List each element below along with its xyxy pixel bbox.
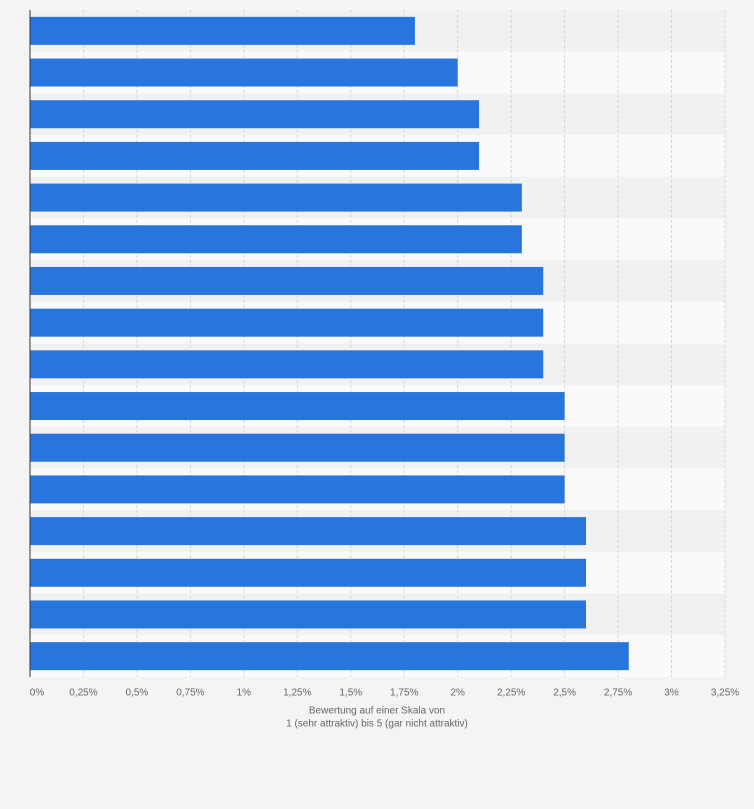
- bar: [30, 266, 544, 295]
- x-tick-label: 2,25%: [497, 688, 525, 699]
- bar: [30, 558, 586, 587]
- x-tick-label: 2,75%: [604, 688, 632, 699]
- bar: [30, 100, 480, 129]
- bar: [30, 475, 565, 504]
- x-tick-label: 0,5%: [126, 688, 149, 699]
- x-axis-title: Bewertung auf einer Skala von: [309, 706, 445, 717]
- bar: [30, 350, 544, 379]
- x-tick-label: 1,75%: [390, 688, 418, 699]
- x-tick-label: 1,25%: [283, 688, 311, 699]
- x-tick-label: 1%: [237, 688, 252, 699]
- x-tick-label: 2%: [450, 688, 465, 699]
- bar: [30, 225, 522, 254]
- bar: [30, 16, 415, 45]
- bar: [30, 392, 565, 421]
- x-tick-label: 1,5%: [339, 688, 362, 699]
- x-tick-label: 3%: [664, 688, 679, 699]
- bar: [30, 141, 480, 170]
- x-tick-label: 3,25%: [711, 688, 739, 699]
- x-tick-label: 0,25%: [69, 688, 97, 699]
- bar: [30, 183, 522, 212]
- x-tick-label: 0%: [30, 688, 45, 699]
- x-tick-label: 2,5%: [553, 688, 576, 699]
- bar: [30, 642, 629, 671]
- bar: [30, 600, 586, 629]
- x-axis-title: 1 (sehr attraktiv) bis 5 (gar nicht attr…: [286, 719, 468, 730]
- bar: [30, 58, 458, 87]
- bar: [30, 308, 544, 337]
- bar: [30, 433, 565, 462]
- bar: [30, 517, 586, 546]
- bars: [30, 16, 629, 671]
- x-tick-label: 0,75%: [176, 688, 204, 699]
